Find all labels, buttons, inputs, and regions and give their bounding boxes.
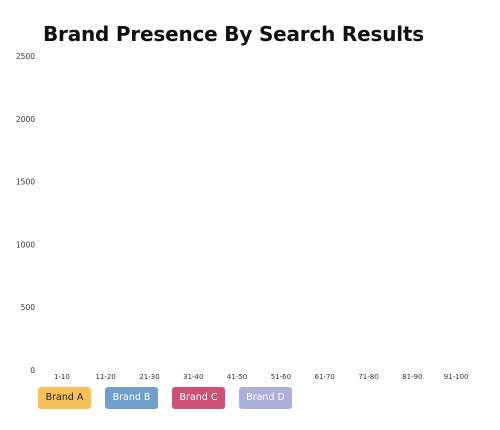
- legend-item-brand-a[interactable]: Brand A: [38, 387, 91, 409]
- legend-item-brand-b[interactable]: Brand B: [105, 387, 158, 409]
- x-tick-label: 61-70: [315, 373, 335, 381]
- y-axis: 0 500 1000 1500 2000 2500: [16, 52, 35, 375]
- y-tick-label: 1500: [16, 178, 35, 187]
- legend-item-brand-c[interactable]: Brand C: [172, 387, 225, 409]
- x-tick-label: 51-60: [271, 373, 291, 381]
- x-axis: 1-10 11-20 21-30 31-40 41-50 51-60 61-70 71-80 8…: [54, 373, 469, 381]
- y-tick-label: 2000: [16, 115, 35, 124]
- x-tick-label: 11-20: [96, 373, 116, 381]
- y-tick-label: 0: [30, 366, 35, 375]
- y-tick-label: 2500: [16, 52, 35, 61]
- x-tick-label: 1-10: [54, 373, 70, 381]
- x-tick-label: 21-30: [139, 373, 159, 381]
- legend-item-brand-d[interactable]: Brand D: [239, 387, 292, 409]
- x-tick-label: 91-100: [444, 373, 469, 381]
- y-tick-label: 500: [21, 303, 36, 312]
- x-tick-label: 31-40: [183, 373, 203, 381]
- x-tick-label: 41-50: [227, 373, 247, 381]
- x-tick-label: 71-80: [358, 373, 378, 381]
- y-tick-label: 1000: [16, 240, 35, 249]
- legend: Brand A Brand B Brand C Brand D: [38, 387, 292, 409]
- page-title: Brand Presence By Search Results: [43, 22, 424, 46]
- x-tick-label: 81-90: [402, 373, 422, 381]
